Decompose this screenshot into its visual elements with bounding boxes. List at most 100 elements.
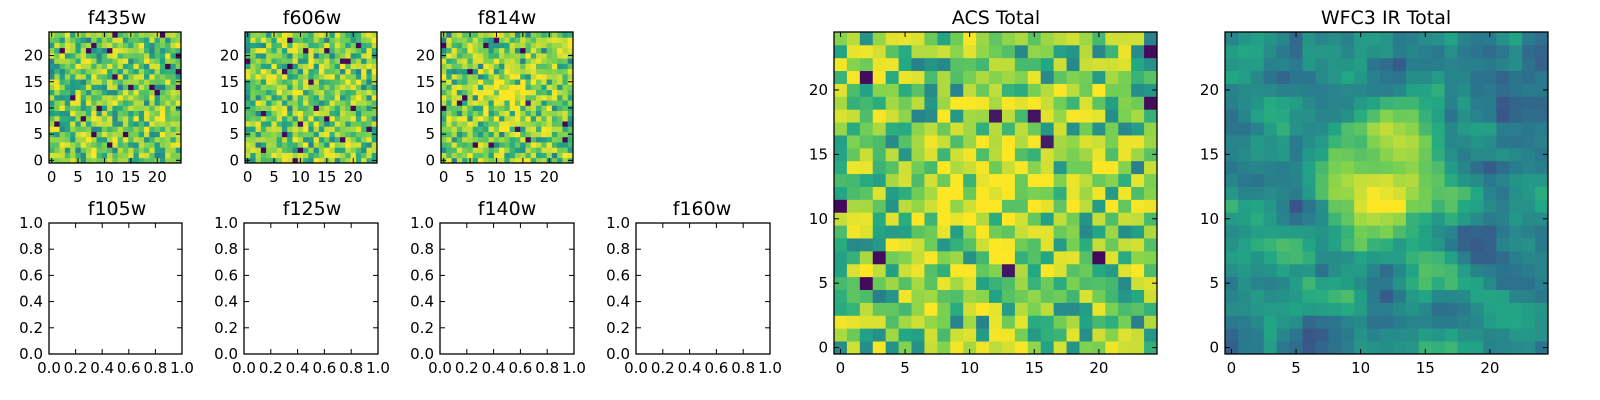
f606w-cell	[366, 121, 373, 127]
f814w-cell	[493, 58, 500, 64]
acs-total-cell	[924, 225, 938, 239]
f125w-frame	[243, 222, 379, 355]
acs-total-cell	[1001, 341, 1016, 355]
acs-total-cell	[1105, 212, 1119, 226]
acs-total-cell	[1105, 173, 1119, 187]
f814w-cell	[504, 52, 511, 59]
f435w-cell	[154, 52, 161, 59]
wfc3-ir-total-cell	[1509, 225, 1523, 239]
wfc3-ir-total-cell	[1276, 70, 1290, 84]
f606w-cell	[287, 157, 293, 164]
f105w-xtick-label: 0.4	[90, 359, 114, 377]
f606w-cell	[313, 68, 320, 75]
wfc3-ir-total-cell	[1276, 263, 1290, 278]
f814w-cell	[467, 152, 474, 159]
acs-total-cell	[1092, 341, 1106, 355]
f814w-cell	[441, 47, 447, 54]
acs-total-cell	[1092, 122, 1106, 136]
acs-total-cell	[1040, 341, 1055, 355]
f606w-cell	[318, 42, 325, 49]
f814w-cell	[467, 63, 474, 70]
acs-total-cell	[1040, 263, 1055, 278]
f435w-cell	[70, 142, 76, 148]
f814w-cell	[451, 94, 458, 101]
wfc3-ir-total-cell	[1302, 328, 1316, 342]
acs-total-cell	[1118, 315, 1132, 329]
acs-total-cell	[1092, 57, 1106, 72]
f435w-cell	[159, 63, 166, 70]
acs-total-cell	[1066, 32, 1080, 46]
acs-total-cell	[872, 44, 887, 59]
f435w-cell	[133, 147, 140, 153]
acs-total-cell	[846, 328, 861, 342]
f814w-cell	[488, 110, 495, 117]
f105w-ytick-label: 0.2	[19, 319, 43, 337]
f606w-cell	[271, 73, 278, 80]
wfc3-ir-total-cell	[1535, 225, 1549, 239]
f606w-cell	[340, 47, 346, 54]
acs-total-ytick-label: 0	[818, 339, 828, 357]
f606w-cell	[266, 121, 272, 127]
f435w-cell	[117, 121, 124, 127]
wfc3-ir-total-cell	[1354, 186, 1368, 200]
f814w-cell	[557, 126, 563, 132]
acs-total-cell	[1079, 70, 1093, 84]
f606w-cell	[250, 147, 256, 153]
f814w-cell	[456, 105, 463, 111]
f435w-cell	[170, 136, 177, 143]
f814w-cell	[483, 126, 489, 132]
f435w-cell	[70, 147, 76, 153]
f606w-cell	[366, 37, 373, 43]
f814w-cell	[530, 157, 537, 164]
f814w-cell	[483, 68, 489, 75]
f814w-cell	[451, 105, 458, 111]
wfc3-ir-total-cell	[1263, 250, 1278, 265]
acs-total-cell	[937, 225, 951, 239]
acs-total-cell	[1105, 57, 1119, 72]
acs-total-cell	[1053, 302, 1067, 316]
wfc3-ir-total-xtick-label: 5	[1291, 359, 1301, 377]
acs-total-cell	[898, 44, 912, 59]
acs-total-cell	[1053, 122, 1067, 136]
f606w-cell	[361, 42, 367, 49]
acs-total-cell	[950, 160, 964, 175]
acs-total-cell	[924, 83, 938, 97]
wfc3-ir-total-cell	[1354, 160, 1368, 175]
f435w-cell	[122, 121, 129, 127]
f606w-cell	[334, 68, 341, 75]
wfc3-ir-total-cell	[1470, 122, 1484, 136]
f814w-cell	[525, 73, 532, 80]
f435w-cell	[159, 84, 166, 91]
f606w-cell	[281, 32, 288, 38]
f814w-cell	[499, 142, 505, 148]
f606w-cell	[329, 37, 336, 43]
acs-total-cell	[834, 212, 848, 226]
acs-total-cell	[1079, 302, 1093, 316]
acs-total-cell	[1079, 276, 1093, 290]
wfc3-ir-total-cell	[1341, 96, 1355, 110]
wfc3-ir-total-cell	[1354, 250, 1368, 265]
wfc3-ir-total-cell	[1250, 289, 1265, 303]
f814w-cell	[530, 58, 537, 64]
acs-total-cell	[963, 263, 977, 278]
f606w-cell	[366, 58, 373, 64]
f606w-cell	[276, 152, 283, 159]
f606w-cell	[361, 68, 367, 75]
f435w-cell	[175, 58, 182, 64]
f814w-cell	[493, 89, 500, 96]
f606w-cell	[355, 105, 362, 111]
f160w-ytick-label: 0.8	[606, 240, 630, 258]
f435w-cell	[144, 37, 150, 43]
acs-total-cell	[1001, 289, 1016, 303]
wfc3-ir-total-cell	[1341, 83, 1355, 97]
f814w-cell	[488, 157, 495, 164]
f435w-cell	[122, 115, 129, 122]
wfc3-ir-total-cell	[1444, 70, 1458, 84]
f435w-cell	[107, 136, 113, 143]
acs-total-cell	[1066, 109, 1080, 123]
f814w-cell	[536, 105, 542, 111]
acs-total-cell	[1053, 173, 1067, 187]
f435w-cell	[170, 105, 177, 111]
f435w-cell	[70, 157, 76, 164]
